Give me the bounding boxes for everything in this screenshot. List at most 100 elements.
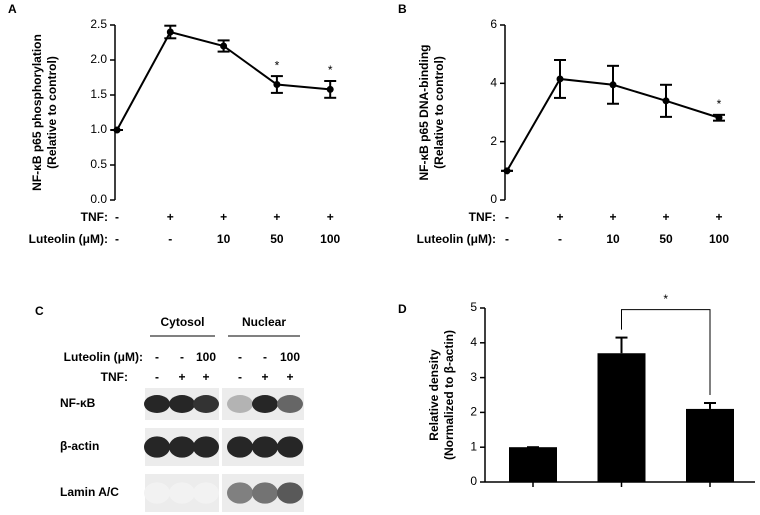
category-label: 100 [320, 232, 340, 246]
error-bar [164, 24, 177, 40]
category-label: - [505, 232, 509, 246]
group-label: Nuclear [242, 315, 286, 329]
lane-label: - [238, 370, 242, 384]
lane-label: + [202, 370, 209, 384]
category-label: + [220, 210, 227, 224]
row-label: TNF: [469, 210, 496, 224]
lane-label: + [178, 370, 185, 384]
y-axis-label: NF-κB p65 phosphorylation [30, 34, 44, 191]
category-label: + [715, 210, 722, 224]
row-label: TNF: [81, 210, 108, 224]
blot-row-label: β-actin [60, 439, 99, 453]
lane-label: + [286, 370, 293, 384]
y-tick-label: 3 [470, 370, 477, 384]
blot-band [193, 395, 219, 413]
category-label: - [558, 232, 562, 246]
blot-band [252, 395, 278, 413]
blot-band [277, 482, 303, 504]
y-tick-label: 1.0 [90, 122, 107, 136]
category-label: 10 [217, 232, 231, 246]
significance-label: * [663, 292, 668, 306]
y-tick-label: 0.0 [90, 192, 107, 206]
annotation: * [275, 58, 280, 72]
y-axis-label: (Normalized to β-actin) [442, 330, 456, 460]
y-tick-label: 4 [470, 335, 477, 349]
y-tick-label: 2.5 [90, 17, 107, 31]
annotation: * [328, 63, 333, 77]
y-tick-label: 5 [470, 300, 477, 314]
error-bar [660, 83, 672, 118]
blot-band [144, 395, 170, 413]
error-bar [324, 80, 337, 99]
y-tick-label: 4 [490, 76, 497, 90]
lane-row-label: Luteolin (μM): [64, 350, 143, 364]
y-tick-label: 0 [490, 192, 497, 206]
category-label: + [556, 210, 563, 224]
annotation: * [717, 97, 722, 111]
category-label: + [609, 210, 616, 224]
category-label: + [327, 210, 334, 224]
y-axis-label: Relative density [427, 349, 441, 441]
y-axis-label: (Relative to control) [432, 56, 446, 169]
panel-label: C [35, 304, 44, 318]
panel-label: D [398, 302, 407, 316]
row-label: Luteolin (μM): [29, 232, 108, 246]
blot-row-label: Lamin A/C [60, 485, 119, 499]
lane-label: - [238, 350, 242, 364]
error-bar [217, 39, 230, 53]
category-label: + [273, 210, 280, 224]
category-label: - [115, 210, 119, 224]
category-label: 100 [709, 232, 729, 246]
lane-row-label: TNF: [101, 370, 128, 384]
row-label: Luteolin (μM): [417, 232, 496, 246]
blot-band [252, 482, 278, 504]
blot-band [227, 436, 253, 458]
y-tick-label: 0 [470, 474, 477, 488]
bar [509, 447, 557, 482]
blot-band [227, 482, 253, 504]
blot-band [193, 436, 219, 458]
category-label: - [168, 232, 172, 246]
category-label: - [505, 210, 509, 224]
lane-label: + [261, 370, 268, 384]
blot-band [193, 482, 219, 504]
y-tick-label: 1 [470, 439, 477, 453]
blot-band [144, 482, 170, 504]
group-label: Cytosol [160, 315, 204, 329]
panel-label: A [8, 2, 17, 16]
category-label: - [115, 232, 119, 246]
y-axis-label: NF-κB p65 DNA-binding [417, 44, 431, 180]
error-bar [704, 402, 716, 409]
blot-band [277, 395, 303, 413]
error-bar [713, 113, 725, 122]
lane-label: - [155, 370, 159, 384]
blot-band [169, 482, 195, 504]
y-tick-label: 2 [470, 405, 477, 419]
error-bar [607, 64, 619, 105]
category-label: 50 [659, 232, 673, 246]
category-label: + [167, 210, 174, 224]
blot-row-label: NF-κB [60, 396, 96, 410]
significance-bracket [621, 309, 711, 396]
y-tick-label: 0.5 [90, 157, 107, 171]
category-label: 10 [606, 232, 620, 246]
y-tick-label: 2.0 [90, 52, 107, 66]
bar [686, 408, 734, 482]
y-tick-label: 1.5 [90, 87, 107, 101]
western-blot [144, 388, 304, 512]
blot-band [144, 436, 170, 458]
error-bar [270, 75, 283, 94]
category-label: 50 [270, 232, 284, 246]
y-tick-label: 2 [490, 134, 497, 148]
error-bar [554, 59, 566, 99]
bar [597, 353, 646, 482]
y-tick-label: 6 [490, 17, 497, 31]
lane-label: - [155, 350, 159, 364]
blot-band [277, 436, 303, 458]
category-label: + [662, 210, 669, 224]
blot-band [169, 436, 195, 458]
blot-band [227, 395, 253, 413]
lane-label: 100 [196, 350, 216, 364]
panel-label: B [398, 2, 407, 16]
